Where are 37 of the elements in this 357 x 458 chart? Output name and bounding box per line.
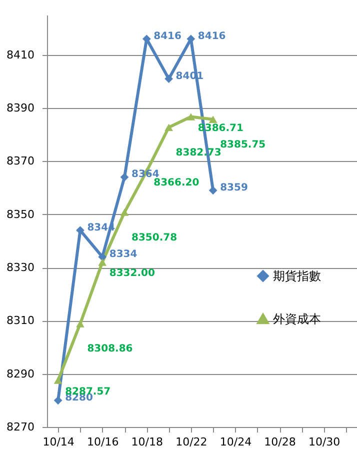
data-label: 8366.20: [154, 177, 200, 188]
legend-label: 期貨指數: [273, 269, 321, 283]
legend-label: 外資成本: [273, 312, 321, 326]
point: [54, 396, 62, 405]
point: [164, 124, 173, 131]
point: [98, 252, 107, 262]
x-tick-label: 10/30: [308, 436, 340, 448]
x-tick-label: 10/28: [264, 436, 296, 448]
x-tick-label: 10/16: [87, 436, 119, 448]
y-tick-label: 8290: [6, 367, 34, 380]
y-tick-label: 8330: [6, 261, 34, 274]
data-label: 8350.78: [132, 232, 178, 244]
point: [208, 116, 218, 123]
x-tick-label: 10/18: [131, 436, 163, 448]
point: [164, 74, 173, 83]
y-tick-label: 8390: [6, 102, 34, 115]
point: [98, 258, 107, 266]
point: [76, 320, 84, 328]
data-label: 8385.75: [220, 139, 266, 150]
x-tick-label: 10/22: [176, 436, 208, 448]
y-tick-label: 8350: [6, 208, 34, 221]
x-tick-label: 10/14: [42, 436, 74, 448]
point: [54, 376, 62, 384]
data-label: 8416: [154, 30, 182, 42]
point: [186, 113, 196, 120]
data-label: 8332.00: [109, 268, 155, 280]
point: [120, 208, 129, 216]
data-label: 8334: [109, 248, 138, 260]
data-label: 8416: [198, 30, 226, 42]
data-label: 8308.86: [87, 344, 133, 355]
point: [208, 186, 218, 195]
x-tick-label: 10/24: [220, 436, 252, 448]
y-tick-label: 8370: [6, 154, 34, 168]
y-tick-label: 8410: [6, 48, 34, 62]
y-tick-label: 8270: [6, 420, 34, 434]
data-label: 8359: [220, 182, 248, 194]
y-tick-label: 8310: [6, 314, 34, 328]
